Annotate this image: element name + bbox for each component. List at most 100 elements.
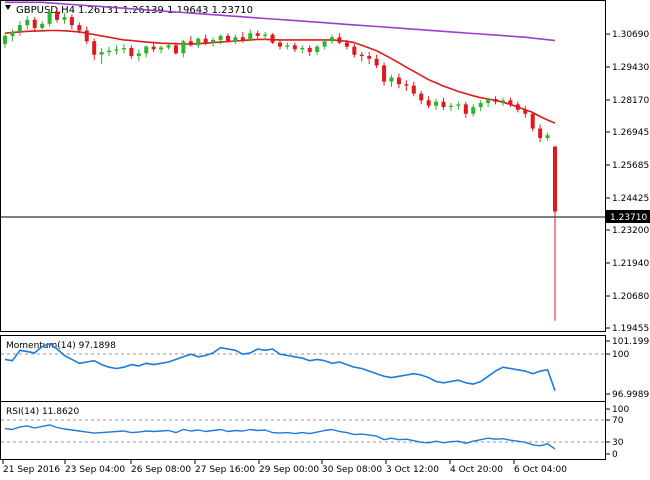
candle[interactable] xyxy=(463,101,468,118)
candle[interactable] xyxy=(426,96,431,109)
candle[interactable] xyxy=(17,21,22,36)
candle[interactable] xyxy=(486,97,491,108)
candle[interactable] xyxy=(270,33,275,44)
candle[interactable] xyxy=(181,39,186,58)
candle[interactable] xyxy=(545,132,550,141)
candle[interactable] xyxy=(129,45,134,59)
price-tick-label: 1.28170 xyxy=(612,96,649,106)
candle[interactable] xyxy=(40,21,45,32)
candle[interactable] xyxy=(441,97,446,110)
candle[interactable] xyxy=(121,43,126,54)
candle[interactable] xyxy=(396,73,401,89)
price-tick-label: 1.19455 xyxy=(612,324,649,334)
time-axis: 21 Sep 2016 23 Sep 04:00 26 Sep 08:00 27… xyxy=(2,460,567,475)
candle[interactable] xyxy=(233,34,238,44)
candle[interactable] xyxy=(478,100,483,112)
candle[interactable] xyxy=(218,34,223,44)
candle[interactable] xyxy=(196,37,201,48)
rsi-panel-frame xyxy=(0,401,606,460)
candle[interactable] xyxy=(84,26,89,44)
candle[interactable] xyxy=(471,104,476,117)
candle[interactable] xyxy=(352,43,357,58)
candle[interactable] xyxy=(55,7,60,23)
candle-body xyxy=(181,41,186,54)
candle[interactable] xyxy=(25,15,30,30)
candle[interactable] xyxy=(248,29,253,42)
candle[interactable] xyxy=(47,9,52,27)
candle[interactable] xyxy=(530,112,535,132)
candle[interactable] xyxy=(389,74,394,87)
candle[interactable] xyxy=(92,38,97,61)
candle[interactable] xyxy=(151,42,156,53)
candle[interactable] xyxy=(211,37,216,47)
candle[interactable] xyxy=(493,96,498,105)
candle[interactable] xyxy=(322,39,327,50)
candle[interactable] xyxy=(515,101,520,113)
candle[interactable] xyxy=(240,31,245,43)
candle[interactable] xyxy=(263,31,268,40)
candle[interactable] xyxy=(32,17,37,32)
candle-body xyxy=(307,47,312,53)
candle-body xyxy=(471,107,476,114)
candle-body xyxy=(352,46,357,55)
candle[interactable] xyxy=(225,33,230,43)
candle[interactable] xyxy=(159,45,164,54)
ma-slow-line xyxy=(5,1,556,42)
candle[interactable] xyxy=(10,29,15,42)
candle[interactable] xyxy=(500,97,505,106)
candle-body xyxy=(300,47,305,50)
dropdown-triangle-icon[interactable] xyxy=(5,5,11,10)
candle[interactable] xyxy=(188,35,193,47)
candle[interactable] xyxy=(538,124,543,142)
candle[interactable] xyxy=(359,52,364,62)
time-tick-label: 27 Sep 16:00 xyxy=(195,465,255,475)
candle[interactable] xyxy=(374,54,379,69)
candle[interactable] xyxy=(419,90,424,105)
candle[interactable] xyxy=(77,22,82,34)
candle[interactable] xyxy=(69,14,74,30)
candle[interactable] xyxy=(523,105,528,118)
candle[interactable] xyxy=(330,34,335,44)
candle[interactable] xyxy=(107,46,112,57)
candle-body xyxy=(448,105,453,108)
candle-body xyxy=(315,46,320,53)
candle[interactable] xyxy=(553,146,557,321)
candle[interactable] xyxy=(114,45,119,55)
candle[interactable] xyxy=(203,34,208,46)
candle-body xyxy=(411,85,416,94)
candle[interactable] xyxy=(144,45,149,58)
candle[interactable] xyxy=(62,13,67,24)
candle[interactable] xyxy=(448,103,453,112)
candle[interactable] xyxy=(411,81,416,97)
time-tick-label: 3 Oct 12:00 xyxy=(386,465,439,475)
candle[interactable] xyxy=(173,42,178,55)
candle-body xyxy=(62,17,67,20)
candle[interactable] xyxy=(337,33,342,44)
candle[interactable] xyxy=(367,52,372,65)
candle[interactable] xyxy=(508,97,513,108)
candle[interactable] xyxy=(456,101,461,110)
candle-body xyxy=(17,25,22,32)
candle-body xyxy=(508,100,513,105)
candle[interactable] xyxy=(344,39,349,50)
candle-body xyxy=(493,99,498,102)
candle[interactable] xyxy=(255,30,260,39)
candle[interactable] xyxy=(404,80,409,91)
candle[interactable] xyxy=(166,43,171,50)
candle[interactable] xyxy=(315,45,320,55)
candle[interactable] xyxy=(300,45,305,54)
candle[interactable] xyxy=(136,49,141,62)
candle-body xyxy=(233,37,238,42)
candle[interactable] xyxy=(434,99,439,110)
candle[interactable] xyxy=(278,39,282,50)
candle[interactable] xyxy=(99,47,104,65)
candle[interactable] xyxy=(3,33,7,48)
candle[interactable] xyxy=(285,42,290,50)
candle-body xyxy=(463,104,468,114)
candle[interactable] xyxy=(292,42,297,53)
candle-body xyxy=(538,128,543,138)
candle[interactable] xyxy=(382,62,387,86)
candle-body xyxy=(40,23,45,28)
candle[interactable] xyxy=(307,45,312,57)
